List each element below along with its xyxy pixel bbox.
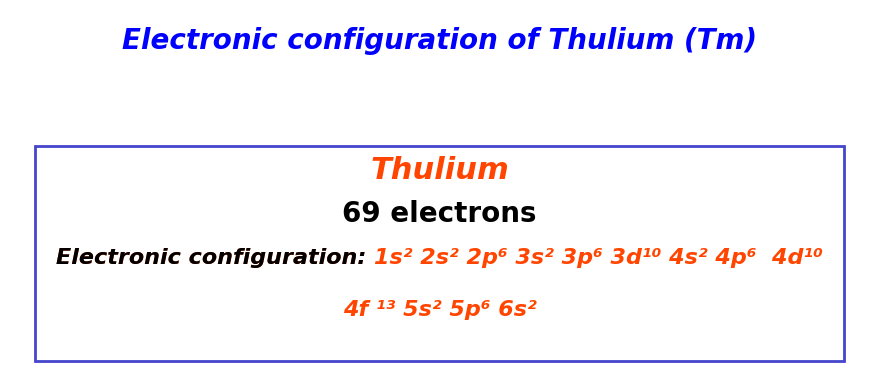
Text: 69 electrons: 69 electrons bbox=[342, 200, 536, 228]
Text: Electronic configuration of Thulium (Tm): Electronic configuration of Thulium (Tm) bbox=[122, 27, 756, 55]
FancyBboxPatch shape bbox=[35, 146, 843, 361]
Text: Electronic configuration: 1s² 2s² 2p⁶ 3s² 3p⁶ 3d¹⁰ 4s² 4p⁶  4d¹⁰: Electronic configuration: 1s² 2s² 2p⁶ 3s… bbox=[56, 248, 822, 268]
Text: Electronic configuration:: Electronic configuration: bbox=[56, 248, 374, 268]
Text: 4f ¹³ 5s² 5p⁶ 6s²: 4f ¹³ 5s² 5p⁶ 6s² bbox=[342, 300, 536, 319]
Text: Electronic configuration:: Electronic configuration: bbox=[439, 248, 757, 268]
Text: Thulium: Thulium bbox=[370, 156, 508, 185]
